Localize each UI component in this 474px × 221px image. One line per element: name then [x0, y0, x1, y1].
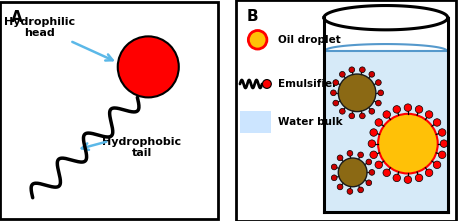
Circle shape [359, 67, 365, 73]
Circle shape [393, 174, 401, 182]
Text: Oil droplet: Oil droplet [277, 35, 340, 45]
Circle shape [118, 36, 179, 97]
Circle shape [330, 90, 336, 96]
Circle shape [415, 174, 423, 182]
Circle shape [337, 155, 343, 161]
Circle shape [366, 180, 372, 186]
Bar [324, 51, 447, 212]
Circle shape [338, 158, 367, 187]
Circle shape [378, 114, 438, 173]
Circle shape [347, 151, 353, 156]
Circle shape [331, 175, 337, 181]
Circle shape [349, 113, 355, 119]
Circle shape [368, 140, 375, 147]
Circle shape [366, 159, 372, 165]
Text: Hydrophilic
head: Hydrophilic head [4, 17, 75, 38]
Circle shape [383, 111, 391, 118]
Circle shape [438, 129, 446, 136]
Circle shape [338, 74, 376, 112]
Text: A: A [11, 10, 23, 25]
Circle shape [415, 106, 423, 113]
Circle shape [375, 161, 383, 169]
Circle shape [370, 129, 377, 136]
Circle shape [370, 151, 377, 158]
Bar [240, 110, 271, 133]
Circle shape [358, 187, 364, 193]
Circle shape [358, 152, 364, 158]
Circle shape [378, 90, 383, 96]
Circle shape [375, 119, 383, 126]
Circle shape [347, 189, 353, 194]
Circle shape [339, 71, 345, 77]
Circle shape [369, 71, 374, 77]
Circle shape [425, 169, 433, 177]
Circle shape [438, 151, 446, 158]
Circle shape [333, 80, 338, 86]
Circle shape [339, 109, 345, 114]
Circle shape [359, 113, 365, 119]
Circle shape [433, 119, 441, 126]
Circle shape [393, 106, 401, 113]
Text: Water bulk: Water bulk [277, 116, 342, 127]
Circle shape [383, 169, 391, 177]
Circle shape [433, 161, 441, 169]
Circle shape [375, 80, 381, 86]
Circle shape [425, 111, 433, 118]
Circle shape [349, 67, 355, 73]
Circle shape [404, 176, 411, 183]
Circle shape [404, 104, 411, 111]
Circle shape [263, 80, 271, 88]
Circle shape [375, 100, 381, 106]
Circle shape [333, 100, 338, 106]
Circle shape [331, 164, 337, 170]
Text: Hydrophobic
tail: Hydrophobic tail [102, 137, 181, 158]
Circle shape [369, 109, 374, 114]
Circle shape [337, 184, 343, 190]
Circle shape [440, 140, 447, 147]
Circle shape [369, 170, 375, 175]
Circle shape [248, 30, 267, 49]
Text: Emulsifier: Emulsifier [277, 79, 337, 89]
Text: B: B [246, 9, 258, 24]
